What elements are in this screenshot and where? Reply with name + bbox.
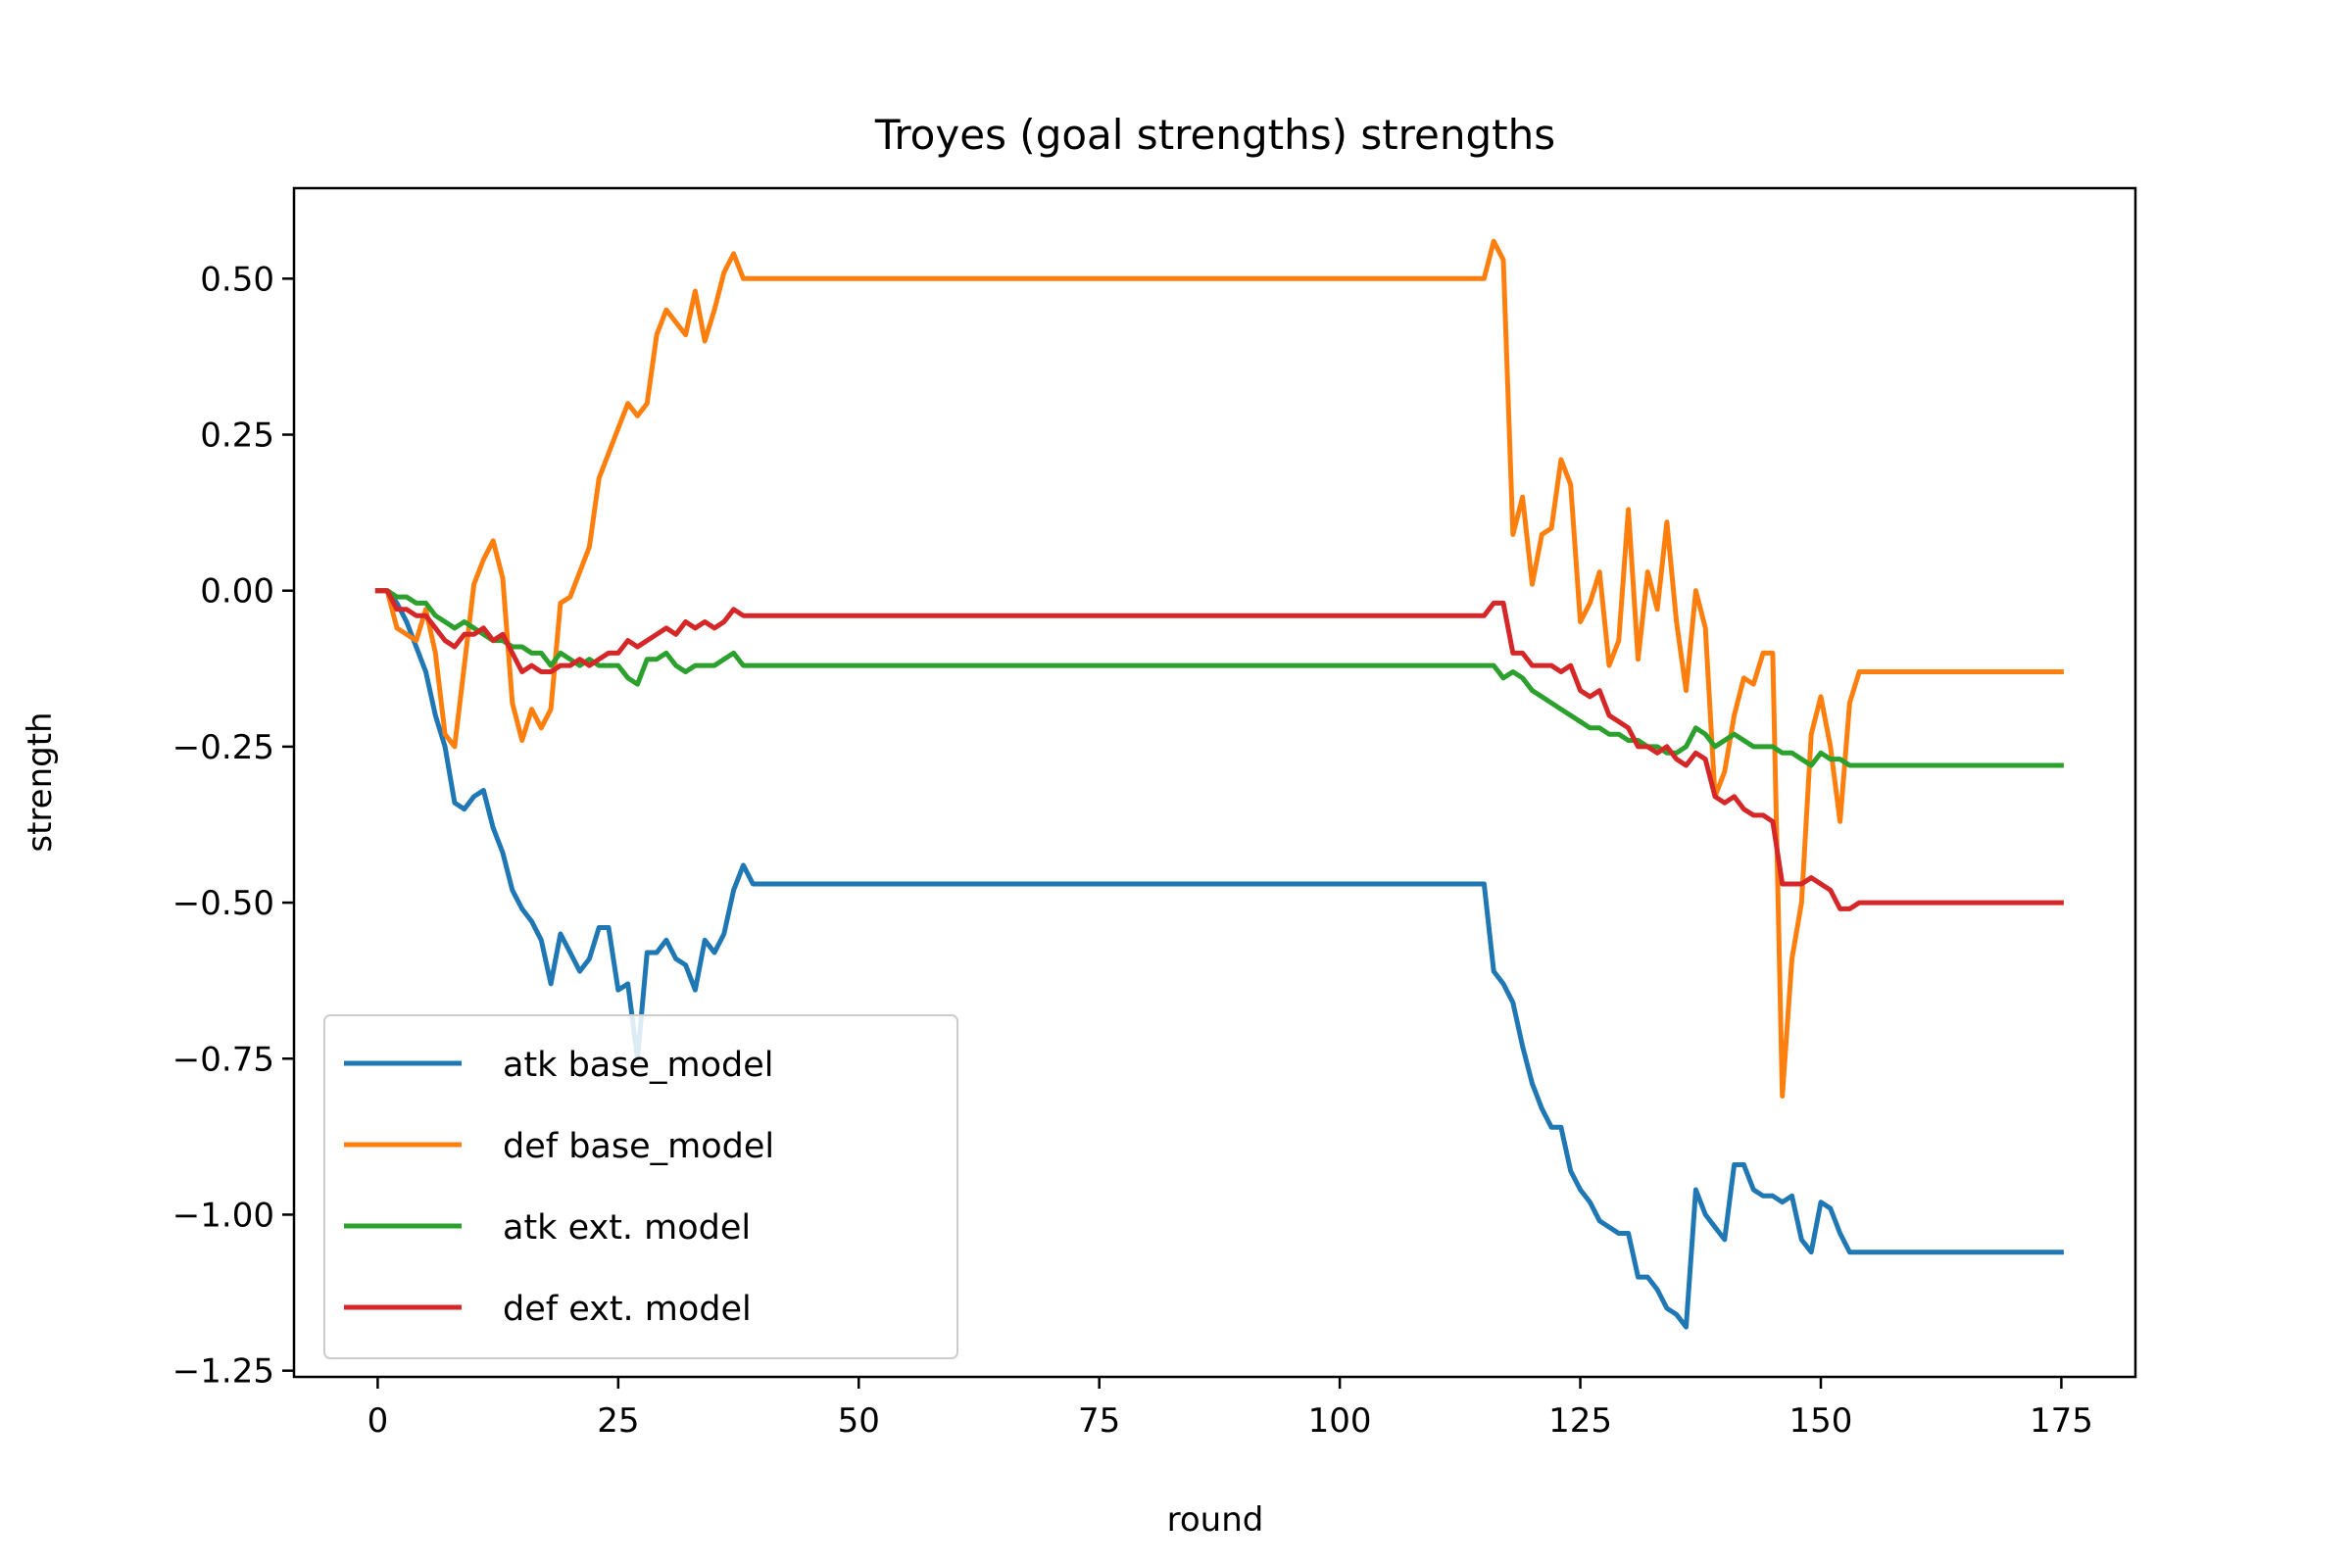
series-line-1: [374, 588, 2064, 1330]
series-line-4: [374, 588, 2064, 911]
x-tick-label: 100: [1308, 1401, 1372, 1441]
x-tick-label: 0: [368, 1401, 389, 1441]
series-line-3: [374, 588, 2064, 768]
legend-label-3: atk ext. model: [503, 1208, 751, 1248]
legend-label-1: atk base_model: [503, 1046, 773, 1085]
x-axis-label: round: [1167, 1500, 1264, 1540]
x-tick-label: 125: [1548, 1401, 1612, 1441]
y-tick-label: 0.25: [200, 416, 274, 456]
plot-frame: [292, 186, 2137, 1379]
y-tick-label: 0.00: [200, 572, 274, 612]
y-axis: 0.50 0.25 0.00 −0.25 −0.50 −0.75 −1.00 −1.25: [172, 260, 294, 1392]
legend-box: [323, 1014, 958, 1359]
y-tick-label: −1.25: [172, 1352, 274, 1392]
x-tick-label: 25: [597, 1401, 639, 1441]
chart-title: Troyes (goal strengths) strengths: [874, 111, 1555, 159]
x-tick-label: 150: [1789, 1401, 1853, 1441]
y-tick-label: −1.00: [172, 1196, 274, 1235]
x-tick-label: 175: [2030, 1401, 2093, 1441]
series-line-2: [374, 238, 2064, 1099]
y-axis-label: strength: [21, 711, 60, 852]
y-tick-label: −0.50: [172, 884, 274, 923]
x-tick-label: 50: [838, 1401, 880, 1441]
y-tick-label: −0.75: [172, 1040, 274, 1079]
legend-label-2: def base_model: [503, 1127, 774, 1166]
plot-lines: [374, 238, 2064, 1330]
x-tick-label: 75: [1078, 1401, 1120, 1441]
y-tick-label: −0.25: [172, 728, 274, 767]
y-tick-label: 0.50: [200, 260, 274, 299]
x-axis: 0 25 50 75 100 125 150 175: [368, 1377, 2093, 1441]
legend-label-4: def ext. model: [503, 1290, 752, 1329]
